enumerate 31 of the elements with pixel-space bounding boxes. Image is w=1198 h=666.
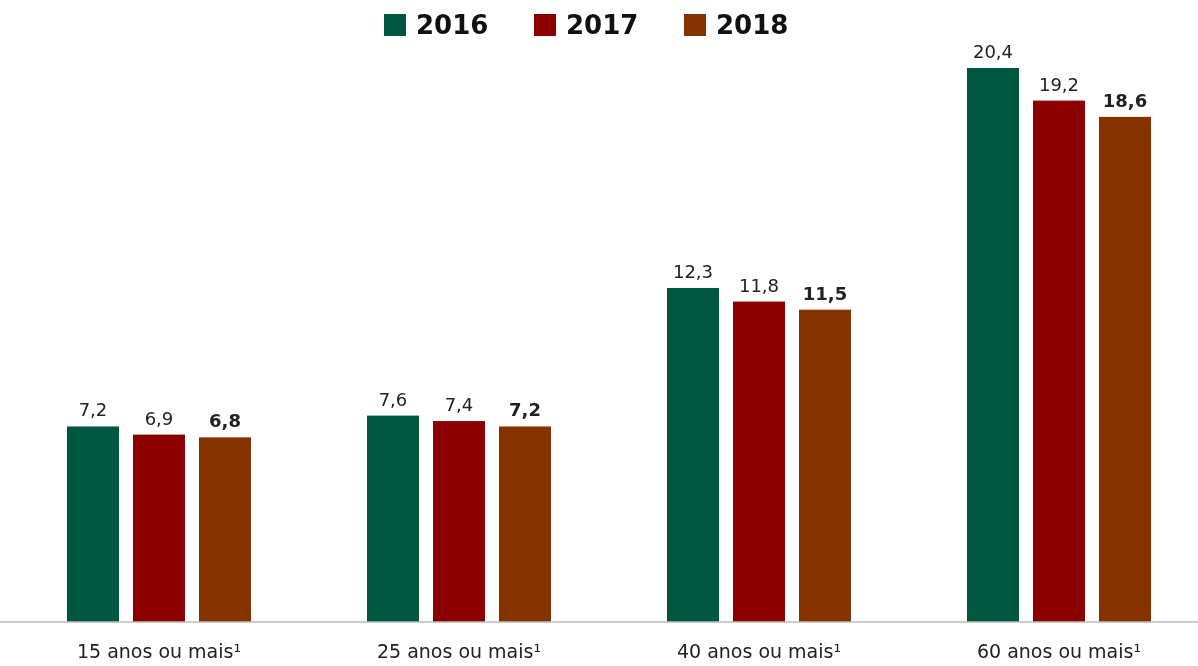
x-tick-label: 60 anos ou mais¹ — [976, 640, 1142, 662]
bar — [667, 287, 719, 622]
x-tick-label: 25 anos ou mais¹ — [376, 640, 542, 662]
legend-label: 2018 — [716, 10, 789, 40]
legend-label: 2016 — [416, 10, 489, 40]
bar — [433, 421, 485, 622]
data-label: 7,4 — [444, 394, 474, 416]
bar — [367, 415, 419, 622]
data-label: 7,6 — [378, 388, 408, 410]
data-label: 11,5 — [802, 282, 848, 304]
data-label: 19,2 — [1038, 73, 1080, 95]
x-tick-label: 40 anos ou mais¹ — [676, 640, 842, 662]
bar — [967, 68, 1019, 622]
bar — [199, 437, 251, 622]
data-label: 7,2 — [78, 399, 108, 421]
bar — [1033, 100, 1085, 622]
bar — [133, 434, 185, 622]
data-label: 20,4 — [972, 41, 1014, 62]
bar — [1099, 116, 1151, 622]
bar — [499, 426, 551, 622]
bar — [67, 426, 119, 622]
bar — [733, 301, 785, 622]
legend-label: 2017 — [566, 10, 639, 40]
data-label: 7,2 — [509, 399, 541, 421]
x-tick-label: 15 anos ou mais¹ — [76, 640, 242, 662]
data-label: 11,8 — [738, 274, 780, 296]
data-label: 6,8 — [209, 410, 241, 432]
data-label: 18,6 — [1102, 89, 1148, 111]
data-label: 12,3 — [672, 260, 714, 282]
bar — [799, 309, 851, 622]
data-label: 6,9 — [144, 407, 174, 429]
